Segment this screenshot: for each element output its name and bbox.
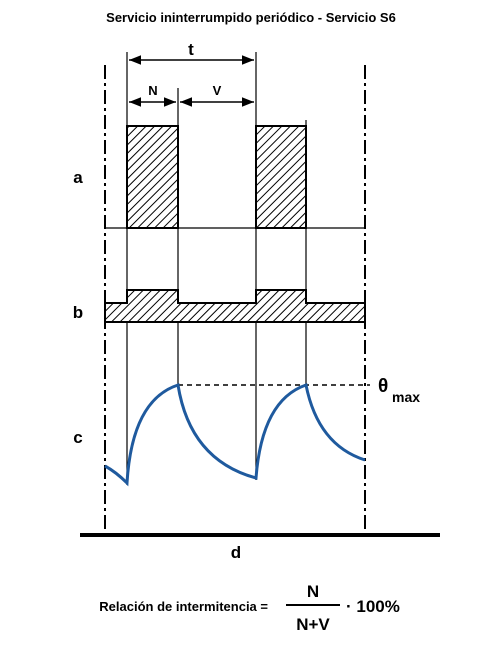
title: Servicio ininterrumpido periódico - Serv… xyxy=(106,10,396,25)
boundaries xyxy=(104,65,366,535)
v-label: V xyxy=(213,83,222,98)
theta-subscript: max xyxy=(392,389,420,405)
load-block xyxy=(255,125,307,229)
load-block xyxy=(126,125,179,229)
formula-denominator: N+V xyxy=(296,615,330,634)
period-lines xyxy=(126,52,307,485)
a-label: a xyxy=(73,168,83,187)
t-label: t xyxy=(188,40,194,59)
b-label: b xyxy=(73,303,83,322)
temperature-curve xyxy=(104,383,366,487)
theta-symbol: θ xyxy=(378,376,388,397)
losses-bar xyxy=(104,289,366,323)
c-label: c xyxy=(73,428,82,447)
formula-prefix: Relación de intermitencia = xyxy=(99,599,268,614)
formula-suffix: · 100% xyxy=(346,597,400,616)
n-label: N xyxy=(148,83,157,98)
formula-numerator: N xyxy=(307,582,319,601)
d-label: d xyxy=(231,543,241,562)
